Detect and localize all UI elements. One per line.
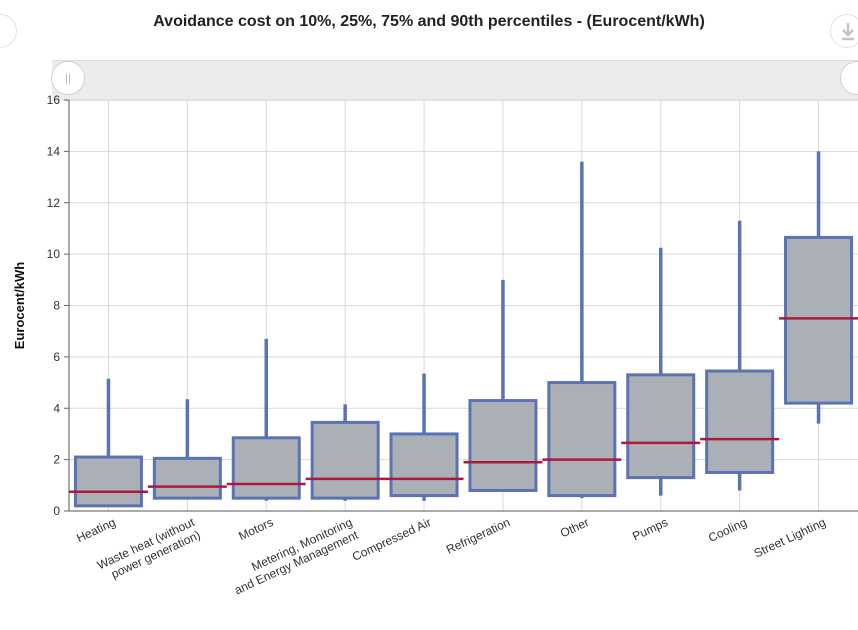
box-iqr[interactable] <box>784 235 854 405</box>
x-tick-label: Pumps <box>630 515 670 543</box>
x-tick-label: Other <box>558 515 591 540</box>
y-tick-label: 2 <box>53 453 60 467</box>
x-tick-label: Refrigeration <box>444 515 512 557</box>
box-iqr[interactable] <box>468 399 538 492</box>
y-tick-label: 16 <box>47 93 61 107</box>
box-iqr[interactable] <box>547 381 617 498</box>
y-tick-label: 6 <box>53 350 60 364</box>
box-iqr[interactable] <box>73 455 143 508</box>
box-iqr[interactable] <box>152 456 222 500</box>
box-iqr[interactable] <box>705 369 775 474</box>
box-iqr[interactable] <box>231 436 301 500</box>
download-icon <box>842 23 854 41</box>
y-tick-label: 12 <box>47 196 61 210</box>
y-tick-label: 0 <box>53 504 60 518</box>
chart-title: Avoidance cost on 10%, 25%, 75% and 90th… <box>153 13 705 30</box>
navigator-scrollbar[interactable] <box>52 60 858 101</box>
download-button[interactable] <box>830 14 858 48</box>
x-tick-label: Street Lighting <box>752 515 828 560</box>
x-tick-label: Heating <box>74 515 117 545</box>
box-iqr[interactable] <box>389 432 459 498</box>
y-tick-label: 4 <box>53 401 60 415</box>
y-tick-label: 8 <box>53 299 60 313</box>
x-tick-label: Motors <box>236 515 275 543</box>
box-iqr[interactable] <box>626 373 696 480</box>
box-iqr[interactable] <box>310 420 380 500</box>
y-tick-label: 14 <box>47 144 61 158</box>
x-tick-label: Compressed Air <box>350 515 433 564</box>
y-tick-label: 10 <box>47 247 61 261</box>
y-axis-label: Eurocent/kWh <box>12 262 27 349</box>
x-tick-label: Cooling <box>706 515 749 545</box>
navigator-left-handle[interactable]: || <box>51 61 85 95</box>
